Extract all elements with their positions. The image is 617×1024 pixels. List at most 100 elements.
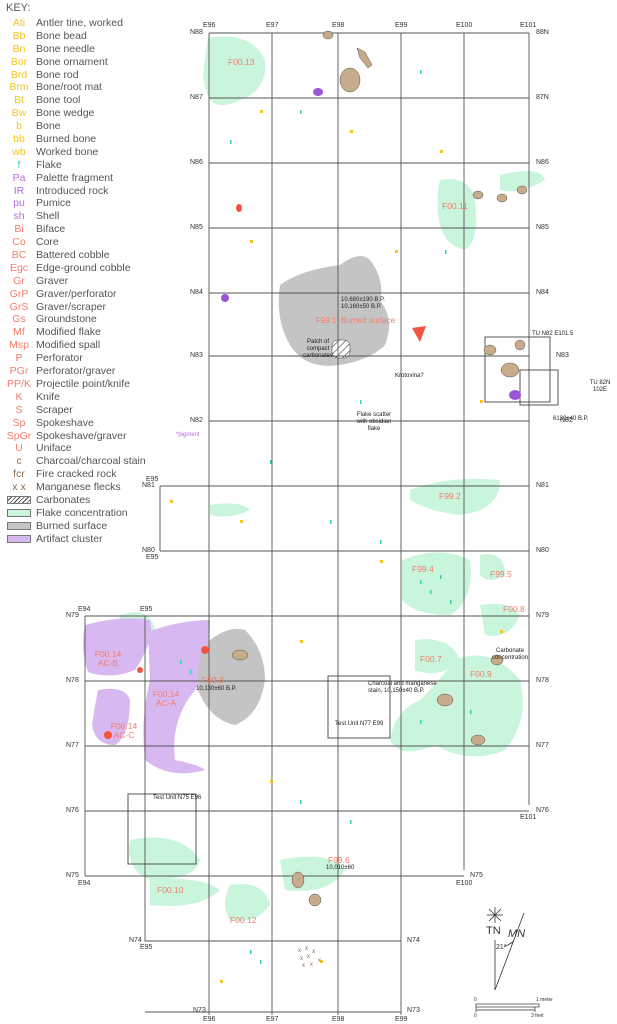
feature-label: F00.11 bbox=[442, 201, 468, 211]
key-label: Uniface bbox=[36, 442, 72, 455]
key-label: Graver bbox=[36, 274, 69, 287]
key-code: Bi bbox=[14, 223, 24, 236]
easting-label: E101 bbox=[520, 22, 537, 29]
test-unit-boxes bbox=[127, 336, 559, 865]
introduced-rock-shapes bbox=[231, 30, 528, 907]
key-label: Groundstone bbox=[36, 313, 97, 326]
key-label: Perforator bbox=[36, 352, 83, 365]
key-row: Bt Bone tool bbox=[2, 94, 162, 107]
test-unit-label: Test Unit N75 E96 bbox=[153, 795, 202, 801]
key-code: sh bbox=[13, 210, 25, 223]
key-row: c Charcoal/charcoal stain bbox=[2, 455, 162, 468]
northing-label: N78 bbox=[536, 677, 549, 684]
feature-label: F99.3 bbox=[202, 675, 224, 685]
key-label: Core bbox=[36, 236, 59, 249]
northing-label: N79 bbox=[536, 612, 549, 619]
northing-label: N76 bbox=[66, 807, 79, 814]
key-label: Shell bbox=[36, 210, 60, 223]
key-row: P Perforator bbox=[2, 352, 162, 365]
feature-label: F00.14 AC-B bbox=[94, 649, 122, 668]
northing-label: N83 bbox=[556, 352, 569, 359]
true-north-label: TN bbox=[486, 925, 501, 937]
carbonates-patch bbox=[331, 339, 351, 359]
feature-label: F99.5 bbox=[490, 569, 512, 579]
burned-surface-swatch bbox=[7, 522, 31, 531]
northing-label: N85 bbox=[536, 224, 549, 231]
easting-label: E95 bbox=[140, 944, 153, 951]
key-row-burned-surface: Burned surface bbox=[2, 520, 162, 533]
magnetic-north-label: MN bbox=[508, 928, 526, 940]
key-label: Pumice bbox=[36, 197, 72, 210]
artifact-code-list: Ati Antler tine, worked Bb Bone bead Bn Bone … bbox=[2, 17, 162, 494]
northing-label: N87 bbox=[190, 94, 203, 101]
northing-label: N80 bbox=[536, 547, 549, 554]
key-label: Battered cobble bbox=[36, 249, 110, 262]
feature-label: F99.2 bbox=[439, 491, 461, 501]
key-label: Burned bone bbox=[36, 133, 97, 146]
feature-label: F00.13 bbox=[228, 57, 255, 67]
key-row: Bn Bone needle bbox=[2, 43, 162, 56]
key-label: Palette fragment bbox=[36, 171, 114, 184]
key-code: bb bbox=[13, 133, 25, 146]
easting-label: E98 bbox=[332, 22, 345, 29]
northing-label: N83 bbox=[190, 352, 203, 359]
key-row: BC Battered cobble bbox=[2, 249, 162, 262]
northing-label: N73 bbox=[407, 1007, 420, 1014]
flake-marks bbox=[180, 70, 472, 964]
key-code: Egc bbox=[9, 261, 29, 274]
easting-label: E96 bbox=[203, 22, 216, 29]
svg-text:x: x bbox=[298, 948, 301, 954]
key-row: b Bone bbox=[2, 120, 162, 133]
key-code: x x bbox=[12, 481, 26, 494]
key-label: Spokeshave/graver bbox=[36, 429, 127, 442]
key-label: Edge-ground cobble bbox=[36, 261, 131, 274]
burned-surface-areas bbox=[197, 256, 389, 725]
northing-label: N88 bbox=[190, 29, 203, 36]
key-label: Bone tool bbox=[36, 94, 81, 107]
radiocarbon-date-note: 10,010±60 bbox=[326, 865, 355, 871]
radiocarbon-date-note: 10,680±190 B.P. 10,160±50 B.P. bbox=[341, 297, 385, 310]
easting-label: E97 bbox=[266, 1016, 279, 1023]
feature-label: F00.7 bbox=[420, 654, 442, 664]
key-code: K bbox=[15, 390, 23, 403]
key-code: f bbox=[17, 158, 21, 171]
key-row: sh Shell bbox=[2, 210, 162, 223]
scale-feet-label: 3 feet bbox=[531, 1013, 544, 1019]
svg-text:x: x bbox=[307, 954, 310, 960]
artifact-cluster-swatch bbox=[7, 535, 31, 544]
key-label: Bone ornament bbox=[36, 55, 108, 68]
easting-label: E99 bbox=[395, 22, 408, 29]
key-label: Flake concentration bbox=[36, 506, 128, 519]
key-code: Sp bbox=[12, 416, 26, 429]
northing-label: N74 bbox=[129, 937, 142, 944]
key-row: Bb Bone bead bbox=[2, 30, 162, 43]
northing-label: N81 bbox=[536, 482, 549, 489]
northing-label: N77 bbox=[66, 742, 79, 749]
northing-label: N80 bbox=[142, 547, 155, 554]
key-row: Brm Bone/root mat bbox=[2, 81, 162, 94]
northing-label: N79 bbox=[66, 612, 79, 619]
key-code: c bbox=[16, 455, 22, 468]
easting-label: E95 bbox=[146, 476, 159, 483]
feature-label: F00.9 bbox=[470, 669, 492, 679]
feature-label: F99.1, Burned surface bbox=[316, 316, 396, 325]
feature-label: F00.10 bbox=[157, 885, 184, 895]
key-label: Fire cracked rock bbox=[36, 468, 117, 481]
key-row-flake-concentration: Flake concentration bbox=[2, 507, 162, 520]
key-label: Modified spall bbox=[36, 339, 101, 352]
key-row: Sp Spokeshave bbox=[2, 417, 162, 430]
key-row: IR Introduced rock bbox=[2, 185, 162, 198]
declination-label: 21° bbox=[496, 944, 507, 951]
northing-label: N81 bbox=[142, 482, 155, 489]
svg-text:x: x bbox=[300, 956, 303, 962]
key-label: Worked bone bbox=[36, 145, 99, 158]
easting-label: E101 bbox=[520, 814, 537, 821]
key-label: Manganese flecks bbox=[36, 481, 121, 494]
northing-label: 88N bbox=[536, 29, 549, 36]
easting-label: E97 bbox=[266, 22, 279, 29]
key-code: PP/K bbox=[7, 377, 31, 390]
feature-label: F00.8 bbox=[503, 604, 525, 614]
key-row: wb Worked bone bbox=[2, 146, 162, 159]
key-code: pu bbox=[13, 197, 25, 210]
